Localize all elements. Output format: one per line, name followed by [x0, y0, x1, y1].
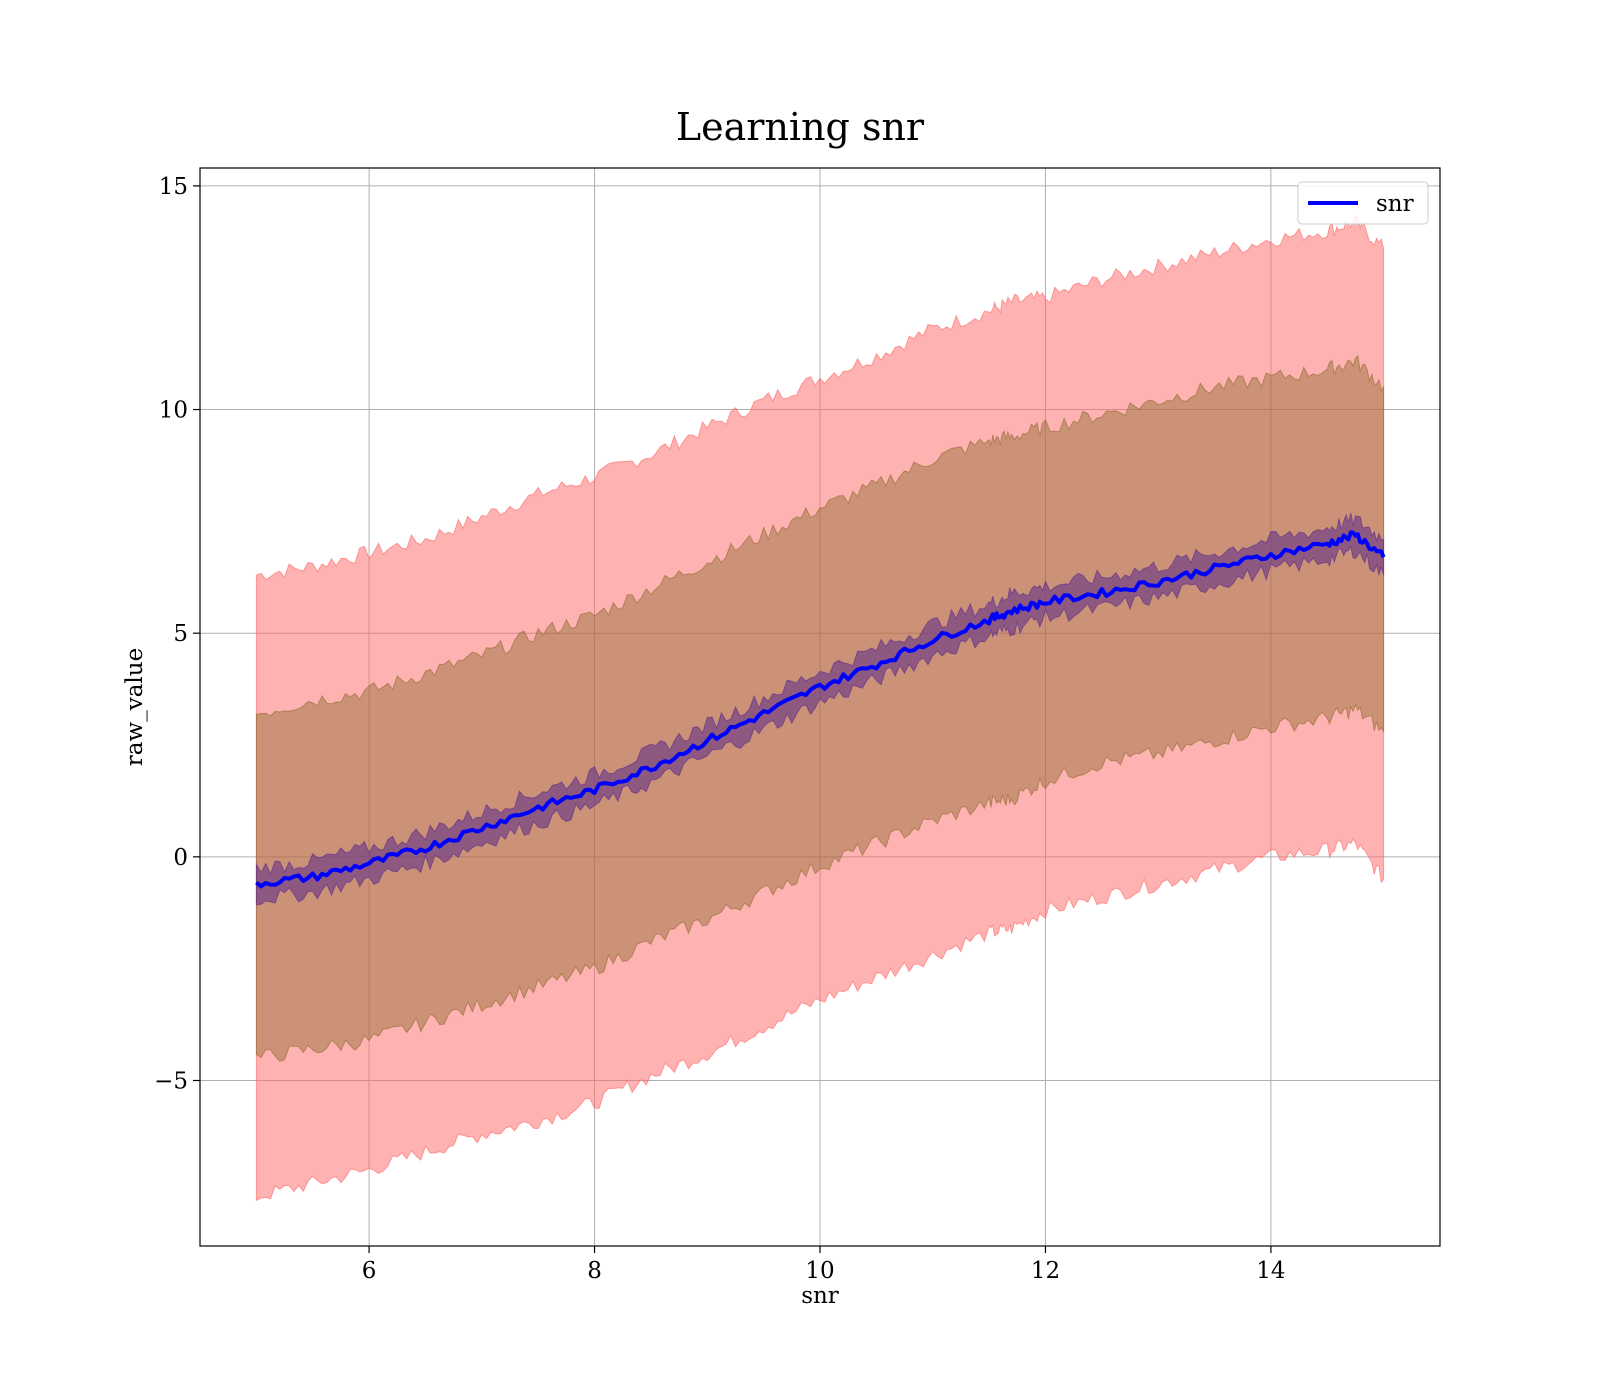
y-tick-label: 15 — [159, 174, 188, 200]
y-tick-label: −5 — [154, 1068, 188, 1094]
y-tick-label: 10 — [159, 398, 188, 424]
legend: snr — [1297, 181, 1429, 225]
x-tick-label: 12 — [1031, 1258, 1060, 1284]
y-axis-label: raw_value — [122, 648, 148, 766]
series-lines — [255, 530, 1386, 889]
band-middle — [255, 354, 1385, 1062]
x-axis-label: snr — [801, 1283, 839, 1309]
x-tick-label: 6 — [362, 1258, 377, 1284]
series-line-snr — [255, 530, 1386, 889]
legend-label-snr: snr — [1376, 191, 1414, 217]
y-tick-label: 5 — [173, 621, 188, 647]
x-tick-label: 14 — [1256, 1258, 1285, 1284]
y-tick-label: 0 — [173, 845, 188, 871]
axis-ticks: 6 8 10 12 14 −5 0 5 10 15 — [154, 174, 1285, 1284]
legend-box — [1297, 181, 1429, 225]
chart-title: Learning snr — [676, 105, 925, 149]
x-tick-label: 10 — [805, 1258, 834, 1284]
band-outer — [255, 214, 1385, 1202]
x-tick-label: 8 — [587, 1258, 602, 1284]
